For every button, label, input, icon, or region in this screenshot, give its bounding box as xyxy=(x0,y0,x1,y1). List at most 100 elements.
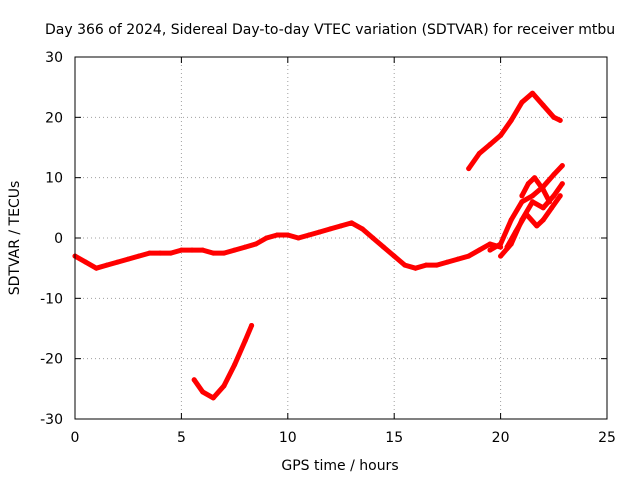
data-point xyxy=(547,199,552,205)
x-tick-label: 5 xyxy=(177,430,186,446)
data-point xyxy=(530,193,535,199)
data-point xyxy=(168,250,174,256)
data-point xyxy=(191,377,197,383)
y-tick-label: -30 xyxy=(40,412,63,428)
data-point xyxy=(359,226,365,232)
y-tick-label: -10 xyxy=(40,291,63,307)
data-point xyxy=(557,193,563,199)
data-point xyxy=(487,142,493,147)
series-line-burst-a xyxy=(487,163,565,253)
y-tick-label: 30 xyxy=(45,50,63,66)
data-point xyxy=(434,262,440,268)
data-point xyxy=(423,262,429,268)
data-point xyxy=(413,265,418,271)
data-point xyxy=(487,241,493,247)
x-axis-label: GPS time / hours xyxy=(281,458,398,474)
data-point xyxy=(498,241,504,247)
data-point xyxy=(532,175,538,181)
data-point xyxy=(498,132,504,138)
data-point xyxy=(317,229,323,235)
data-point xyxy=(534,223,540,229)
series-line-trace-high xyxy=(466,90,563,172)
y-tick-label: 0 xyxy=(54,231,63,247)
data-point xyxy=(519,99,525,105)
data-point xyxy=(327,226,333,232)
data-point xyxy=(249,323,255,328)
data-point xyxy=(178,247,184,253)
data-point xyxy=(466,253,472,259)
x-tick-labels: 0 5 10 15 20 25 xyxy=(71,430,616,446)
y-axis-label: SDTVAR / TECUs xyxy=(7,181,23,296)
data-point xyxy=(476,247,482,253)
data-point xyxy=(559,163,565,169)
data-point xyxy=(253,241,259,247)
data-point xyxy=(285,232,291,238)
data-point xyxy=(338,223,344,229)
data-point xyxy=(210,250,216,256)
data-point xyxy=(147,250,152,256)
data-point xyxy=(549,205,555,211)
data-point xyxy=(157,250,163,256)
data-point xyxy=(508,117,514,123)
data-point xyxy=(513,229,518,235)
data-point xyxy=(540,187,546,193)
data-point xyxy=(540,217,546,223)
data-point xyxy=(455,256,461,262)
data-point xyxy=(530,90,535,96)
data-point xyxy=(242,338,248,344)
data-point xyxy=(306,232,312,238)
axis-ticks xyxy=(74,56,608,420)
data-point xyxy=(274,232,280,238)
data-point xyxy=(370,235,376,241)
data-point xyxy=(466,166,472,172)
data-point xyxy=(295,235,301,241)
x-tick-label: 25 xyxy=(598,430,616,446)
grid xyxy=(75,57,607,419)
data-point xyxy=(232,362,238,368)
y-tick-label: 20 xyxy=(45,110,63,126)
data-point xyxy=(551,114,557,120)
data-point xyxy=(525,181,531,187)
data-point xyxy=(508,217,514,223)
data-point xyxy=(519,199,525,205)
data-point xyxy=(189,247,195,253)
data-point xyxy=(391,253,397,259)
data-point xyxy=(540,205,546,211)
data-point xyxy=(551,193,557,199)
data-point xyxy=(530,199,535,205)
y-tick-label: 10 xyxy=(45,171,63,187)
series-group xyxy=(72,90,565,401)
data-point xyxy=(200,247,206,253)
x-tick-label: 10 xyxy=(279,430,297,446)
data-point xyxy=(125,256,131,262)
data-point xyxy=(498,253,504,259)
x-tick-label: 0 xyxy=(71,430,80,446)
data-point xyxy=(557,117,563,123)
data-point xyxy=(444,259,450,265)
x-tick-label: 15 xyxy=(385,430,403,446)
data-point xyxy=(487,247,493,253)
data-point xyxy=(519,193,525,199)
data-point xyxy=(540,102,546,108)
data-point xyxy=(115,259,121,265)
data-point xyxy=(523,211,529,217)
data-point xyxy=(264,235,269,241)
data-point xyxy=(104,262,110,268)
data-point xyxy=(476,151,482,156)
data-point xyxy=(402,262,408,268)
y-tick-labels: -30 -20 -10 0 10 20 30 xyxy=(40,50,63,428)
data-point xyxy=(242,244,248,250)
data-point xyxy=(136,253,142,259)
data-point xyxy=(551,172,557,178)
data-point xyxy=(200,389,206,395)
data-point xyxy=(221,250,227,256)
data-point xyxy=(559,181,565,187)
chart-title: Day 366 of 2024, Sidereal Day-to-day VTE… xyxy=(45,22,615,38)
y-tick-label: -20 xyxy=(40,352,63,368)
data-point xyxy=(232,247,238,253)
data-point xyxy=(210,395,216,401)
data-point xyxy=(349,220,355,226)
data-point xyxy=(93,265,99,271)
data-point xyxy=(83,259,89,265)
